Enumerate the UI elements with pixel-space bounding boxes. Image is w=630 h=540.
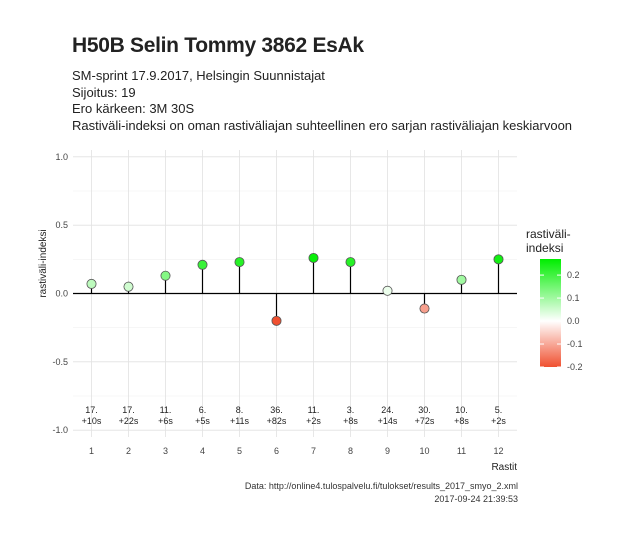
lollipop-point — [271, 315, 282, 326]
split-rank-label: 3. — [347, 405, 355, 415]
split-diff-label: +8s — [343, 416, 358, 426]
data-marks — [86, 252, 504, 326]
legend-tick-label: -0.1 — [567, 339, 583, 349]
split-diff-label: +72s — [415, 416, 435, 426]
split-diff-label: +6s — [158, 416, 173, 426]
x-tick-label: 2 — [126, 446, 131, 456]
x-tick-label: 11 — [457, 446, 466, 456]
lollipop-point — [345, 257, 356, 268]
lollipop-point — [86, 278, 97, 289]
split-diff-label: +10s — [82, 416, 102, 426]
split-rank-label: 6. — [199, 405, 207, 415]
split-rank-label: 30. — [418, 405, 431, 415]
split-diff-label: +14s — [378, 416, 398, 426]
split-rank-label: 24. — [381, 405, 394, 415]
split-rank-label: 5. — [495, 405, 503, 415]
split-diff-label: +5s — [195, 416, 210, 426]
lollipop-point — [456, 274, 467, 285]
lollipop-point — [382, 285, 393, 296]
subtitle-line: Ero kärkeen: 3M 30S — [72, 101, 195, 116]
legend-tick-label: 0.1 — [567, 293, 580, 303]
split-rank-label: 8. — [236, 405, 244, 415]
x-tick-label: 8 — [348, 446, 353, 456]
split-diff-label: +2s — [491, 416, 506, 426]
subtitle-line: SM-sprint 17.9.2017, Helsingin Suunnista… — [72, 68, 325, 83]
x-tick-label: 7 — [311, 446, 316, 456]
split-diff-label: +8s — [454, 416, 469, 426]
x-tick-label: 6 — [274, 446, 279, 456]
lollipop-point — [160, 270, 171, 281]
subtitle-line: Rastiväli-indeksi on oman rastiväliajan … — [72, 117, 573, 133]
split-rank-label: 11. — [160, 405, 172, 415]
legend-tick-label: 0.2 — [567, 270, 580, 280]
legend-title-line: indeksi — [526, 241, 563, 255]
lollipop-point — [234, 257, 245, 268]
split-rank-label: 17. — [85, 405, 98, 415]
x-tick-label: 12 — [493, 446, 503, 456]
split-diff-label: +11s — [230, 416, 250, 426]
split-rank-label: 17. — [122, 405, 135, 415]
legend-title-line: rastiväli- — [526, 227, 571, 241]
x-axis-title: Rastit — [491, 462, 517, 473]
lollipop-point — [493, 254, 504, 265]
split-rank-label: 11. — [308, 405, 320, 415]
legend-colorbar — [540, 259, 561, 367]
x-tick-label: 10 — [419, 446, 429, 456]
x-tick-label: 5 — [237, 446, 242, 456]
split-rank-label: 10. — [455, 405, 468, 415]
y-tick-label: 0.0 — [55, 289, 68, 299]
chart-caption: Data: http://online4.tulospalvelu.fi/tul… — [245, 480, 518, 506]
legend-tick-label: 0.0 — [567, 316, 580, 326]
split-rank-label: 36. — [270, 405, 283, 415]
lollipop-point — [419, 303, 430, 314]
chart-subtitle: SM-sprint 17.9.2017, Helsingin Suunnista… — [72, 68, 572, 134]
x-tick-label: 4 — [200, 446, 205, 456]
chart-title: H50B Selin Tommy 3862 EsAk — [72, 34, 364, 57]
x-tick-label: 1 — [89, 446, 94, 456]
axes: -1.0-0.50.00.51.01 2 3 4 5 6 7 8 9 10 11 12rastiväl… — [38, 152, 517, 473]
legend-tick-label: -0.2 — [567, 362, 583, 372]
y-tick-label: 0.5 — [55, 220, 68, 230]
lollipop-point — [197, 259, 208, 270]
y-tick-label: -1.0 — [52, 425, 68, 435]
split-diff-label: +82s — [267, 416, 287, 426]
caption-timestamp: 2017-09-24 21:39:53 — [434, 494, 518, 504]
caption-source: Data: http://online4.tulospalvelu.fi/tul… — [244, 481, 518, 491]
subtitle-line: Sijoitus: 19 — [72, 84, 136, 100]
x-tick-label: 9 — [385, 446, 390, 456]
split-labels: 17.+10s17.+22s11.+6s6.+5s8.+11s36.+82s11… — [82, 405, 507, 426]
lollipop-point — [308, 252, 319, 263]
split-diff-label: +2s — [306, 416, 321, 426]
split-diff-label: +22s — [119, 416, 139, 426]
y-tick-label: -0.5 — [52, 357, 68, 367]
color-legend: rastiväli-indeksi 0.2 0.1 0.0 -0.1 -0.2 — [526, 227, 583, 372]
y-tick-label: 1.0 — [55, 152, 68, 162]
x-tick-label: 3 — [163, 446, 168, 456]
lollipop-point — [123, 281, 134, 292]
y-axis-title: rastiväli-indeksi — [38, 229, 49, 297]
